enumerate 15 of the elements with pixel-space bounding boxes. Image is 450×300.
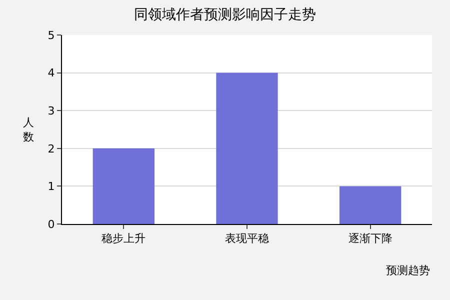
bar <box>216 72 278 224</box>
y-tick-label: 1 <box>48 180 55 194</box>
bar <box>340 186 402 224</box>
x-axis-title: 预测趋势 <box>386 264 430 277</box>
y-tick-label: 5 <box>48 28 55 42</box>
x-tick-label: 稳步上升 <box>102 232 146 246</box>
y-axis-title: 人数 <box>23 116 34 144</box>
bar <box>92 148 154 224</box>
y-tick-label: 4 <box>48 66 55 80</box>
y-tick-label: 2 <box>48 142 55 156</box>
x-tick-label: 逐渐下降 <box>348 232 392 246</box>
chart-title: 同领域作者预测影响因子走势 <box>134 6 316 23</box>
y-tick-label: 3 <box>48 104 55 118</box>
x-tick-label: 表现平稳 <box>225 232 269 246</box>
y-tick-label: 0 <box>48 218 55 231</box>
